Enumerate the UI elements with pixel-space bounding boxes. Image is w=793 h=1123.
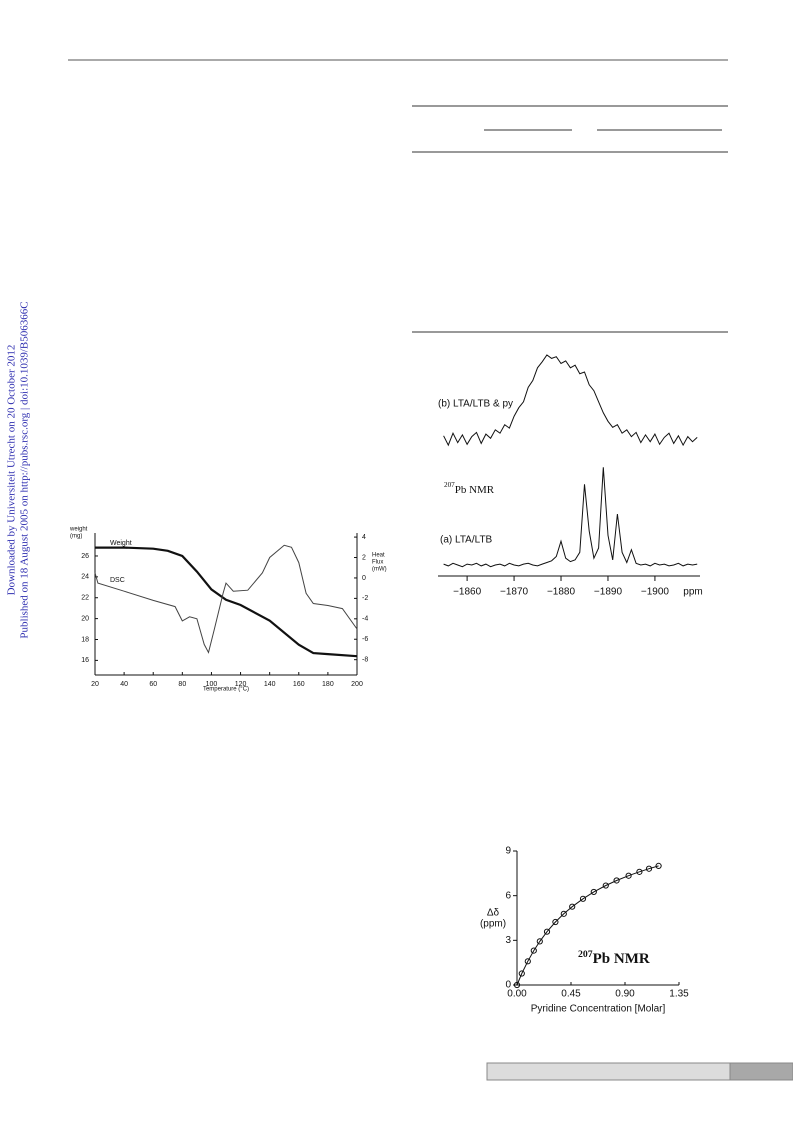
y-tick-label: 16 <box>81 657 89 664</box>
y-tick-label: 22 <box>81 595 89 602</box>
x-tick-label: 1.35 <box>669 989 689 1000</box>
x-tick-label: −1890 <box>594 587 623 598</box>
annotation: 207Pb NMR <box>578 949 650 967</box>
y2-tick-label: 4 <box>362 534 366 541</box>
x-axis-label: ppm <box>683 587 702 598</box>
footer-bar <box>486 1062 731 1081</box>
series-line <box>94 544 358 654</box>
x-tick-label: −1870 <box>500 587 529 598</box>
y2-axis-label: Heat <box>372 553 385 559</box>
data-point <box>543 928 551 935</box>
y2-tick-label: -6 <box>362 636 368 643</box>
y-tick-label: 24 <box>81 574 89 581</box>
data-point <box>602 882 609 889</box>
y-tick-label: 26 <box>81 553 89 560</box>
data-point <box>579 895 587 902</box>
footer-page-box <box>729 1062 793 1081</box>
data-point <box>518 970 525 977</box>
data-point <box>655 862 662 869</box>
x-tick-label: 0.45 <box>561 989 581 1000</box>
x-tick-label: −1860 <box>453 587 482 598</box>
data-point <box>613 877 620 884</box>
y-tick-label: 3 <box>505 935 511 946</box>
data-point <box>590 888 597 896</box>
data-point <box>636 868 643 875</box>
y2-axis-label: Flux <box>372 560 383 566</box>
sidebar-text: Downloaded by Universiteit Utrecht on 20… <box>6 345 18 596</box>
x-tick-label: 0.90 <box>615 989 635 1000</box>
series-line <box>95 546 358 658</box>
series-label: (a) LTA/LTB <box>440 535 493 546</box>
y-tick-label: 20 <box>81 615 89 622</box>
y-axis-label: (mg) <box>70 534 82 540</box>
x-tick-label: 140 <box>264 681 276 688</box>
data-point <box>645 865 653 872</box>
annotation-sup: 207 <box>444 481 455 489</box>
y2-axis-label: (mW) <box>372 567 387 573</box>
x-tick-label: 180 <box>322 681 334 688</box>
x-tick-label: −1880 <box>547 587 576 598</box>
data-point <box>569 903 576 910</box>
data-point <box>536 938 543 945</box>
y-axis-label: Δδ <box>487 908 500 919</box>
series-line <box>443 467 698 568</box>
y-axis-label: weight <box>69 527 88 533</box>
annotation-text: Pb NMR <box>593 951 650 967</box>
data-point <box>524 958 531 965</box>
x-tick-label: 200 <box>351 681 363 688</box>
x-tick-label: −1900 <box>641 587 670 598</box>
y-tick-label: 6 <box>505 890 511 901</box>
y2-tick-label: -4 <box>362 616 368 623</box>
data-point <box>625 872 632 879</box>
sidebar-text: Published on 18 August 2005 on http://pu… <box>19 301 31 638</box>
x-tick-label: 80 <box>178 681 186 688</box>
x-tick-label: 40 <box>120 681 128 688</box>
y-axis-label: (ppm) <box>480 919 506 930</box>
series-label: (b) LTA/LTB & py <box>438 399 513 410</box>
x-axis-label: Temperature (°C) <box>203 687 249 693</box>
x-tick-label: 60 <box>149 681 157 688</box>
y2-tick-label: -8 <box>362 657 368 664</box>
y2-tick-label: 0 <box>362 575 366 582</box>
y2-tick-label: -2 <box>362 595 368 602</box>
x-tick-label: 20 <box>91 681 99 688</box>
annotation-text: Pb NMR <box>455 484 495 496</box>
data-point <box>560 910 567 917</box>
x-tick-label: 120 <box>235 681 247 688</box>
data-point <box>513 981 521 989</box>
series-line <box>516 865 659 986</box>
y2-tick-label: 2 <box>362 554 366 561</box>
y-tick-label: 0 <box>505 980 511 991</box>
x-tick-label: 160 <box>293 681 305 688</box>
x-tick-label: 100 <box>206 681 218 688</box>
series-line <box>443 354 698 447</box>
series-label: Weight <box>110 540 132 547</box>
annotation: 207Pb NMR <box>444 481 495 496</box>
x-axis-label: Pyridine Concentration [Molar] <box>531 1004 666 1015</box>
data-point <box>552 918 559 926</box>
data-point <box>530 947 537 954</box>
x-tick-label: 0.00 <box>507 989 527 1000</box>
series-label: DSC <box>110 577 125 584</box>
y-tick-label: 18 <box>81 636 89 643</box>
annotation-sup: 207 <box>578 949 593 960</box>
y-tick-label: 9 <box>505 846 511 857</box>
